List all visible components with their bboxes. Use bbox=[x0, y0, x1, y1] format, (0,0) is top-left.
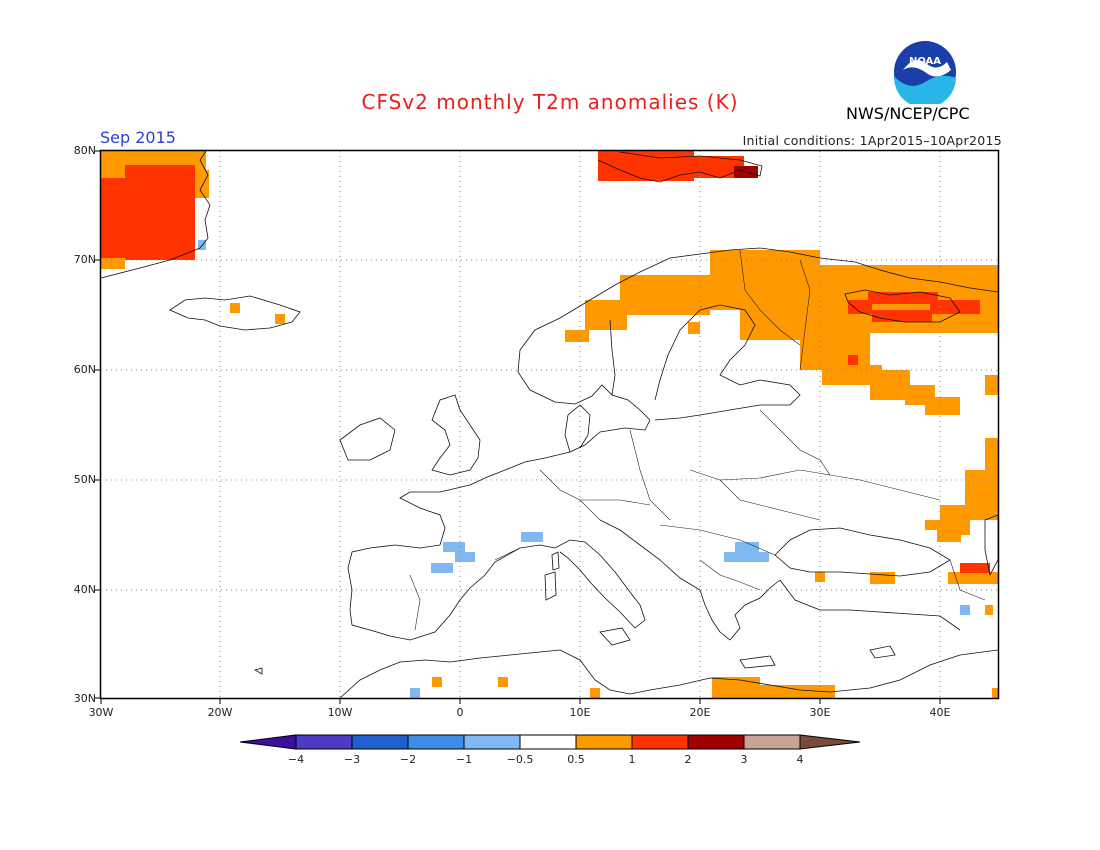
lon-label-30e: 30E bbox=[809, 706, 831, 719]
map-frame bbox=[99, 149, 1000, 700]
colorbar-seg-1 bbox=[295, 734, 353, 750]
colorbar-seg-4 bbox=[463, 734, 521, 750]
colorbar-label-1: 1 bbox=[628, 753, 636, 766]
colorbar-seg-9 bbox=[743, 734, 801, 750]
colorbar-seg-6 bbox=[575, 734, 633, 750]
graticule bbox=[101, 151, 998, 698]
lat-label-80n: 80N bbox=[73, 144, 96, 157]
lat-label-60n: 60N bbox=[73, 363, 96, 376]
colorbar-label-4: 4 bbox=[796, 753, 804, 766]
lon-label-10w: 10W bbox=[327, 706, 353, 719]
colorbar-label-minus-4: −4 bbox=[287, 753, 305, 766]
colorbar bbox=[239, 734, 861, 750]
colorbar-label-2: 2 bbox=[684, 753, 692, 766]
colorbar-seg-10 bbox=[799, 734, 861, 750]
lat-label-40n: 40N bbox=[73, 583, 96, 596]
country-borders bbox=[409, 249, 986, 631]
colorbar-label-0-5: 0.5 bbox=[567, 753, 585, 766]
colorbar-label-3: 3 bbox=[740, 753, 748, 766]
colorbar-seg-7 bbox=[631, 734, 689, 750]
lon-label-30w: 30W bbox=[88, 706, 114, 719]
colorbar-seg-0 bbox=[239, 734, 297, 750]
lon-label-40e: 40E bbox=[929, 706, 951, 719]
tick-marks bbox=[94, 150, 941, 704]
colorbar-label-minus-1: −1 bbox=[455, 753, 473, 766]
lat-label-70n: 70N bbox=[73, 253, 96, 266]
anomaly-cells bbox=[101, 151, 998, 698]
initial-conditions-label: Initial conditions: 1Apr2015–10Apr2015 bbox=[742, 133, 1002, 148]
colorbar-label-minus-3: −3 bbox=[343, 753, 361, 766]
organization-label: NWS/NCEP/CPC bbox=[846, 104, 970, 123]
coastlines bbox=[100, 150, 999, 699]
lon-label-20w: 20W bbox=[207, 706, 233, 719]
colorbar-seg-5 bbox=[519, 734, 577, 750]
lat-label-30n: 30N bbox=[73, 692, 96, 705]
svg-text:NOAA: NOAA bbox=[909, 56, 941, 67]
lon-label-20e: 20E bbox=[689, 706, 711, 719]
colorbar-seg-2 bbox=[351, 734, 409, 750]
map-title: CFSv2 monthly T2m anomalies (K) bbox=[361, 90, 739, 114]
forecast-month-label: Sep 2015 bbox=[100, 128, 176, 147]
lon-label-10e: 10E bbox=[569, 706, 591, 719]
colorbar-label-minus-2: −2 bbox=[399, 753, 417, 766]
noaa-logo-icon: NOAA bbox=[893, 41, 956, 104]
colorbar-seg-8 bbox=[687, 734, 745, 750]
lon-label-0: 0 bbox=[456, 706, 464, 719]
lat-label-50n: 50N bbox=[73, 473, 96, 486]
colorbar-seg-3 bbox=[407, 734, 465, 750]
colorbar-label-minus-0-5: −0.5 bbox=[506, 753, 534, 766]
